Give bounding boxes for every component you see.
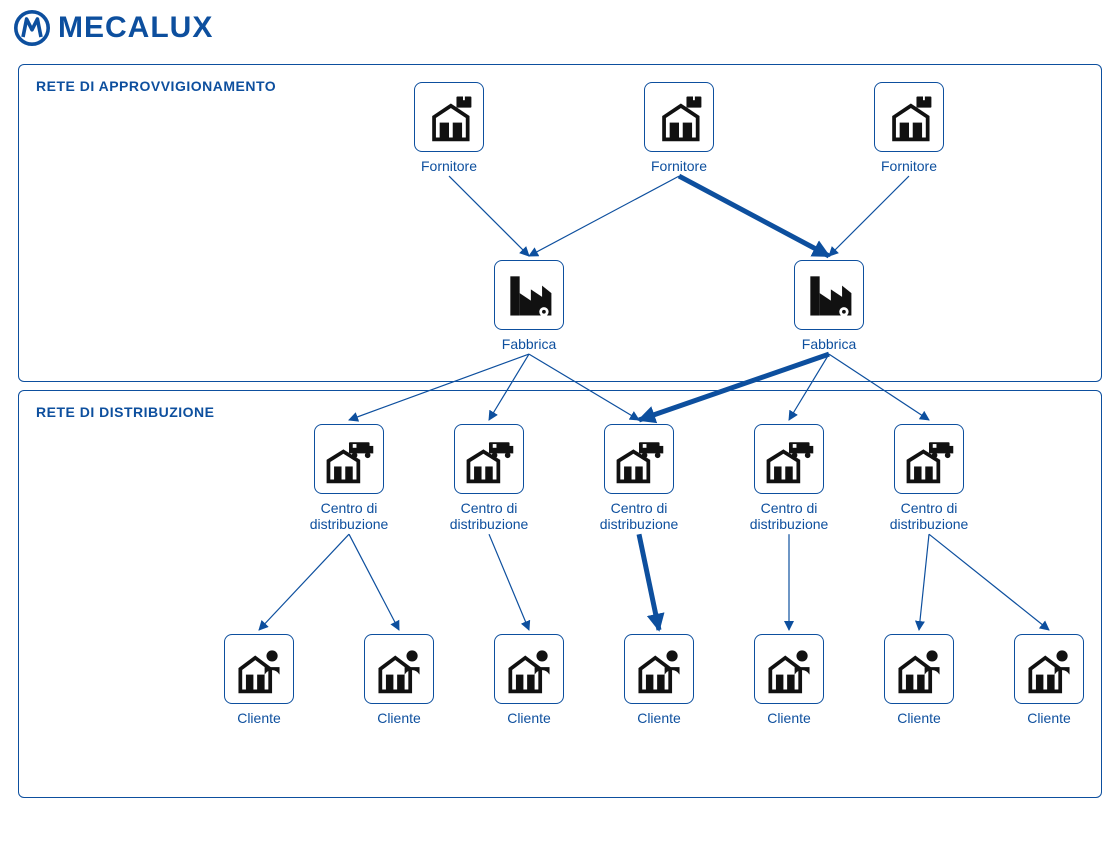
- node-factory: Fabbrica: [490, 260, 568, 352]
- node-client: Cliente: [220, 634, 298, 726]
- dc-icon: [314, 424, 384, 494]
- node-dc: Centro di distribuzione: [750, 424, 828, 532]
- node-label: Cliente: [507, 710, 551, 726]
- node-client: Cliente: [490, 634, 568, 726]
- supplier-icon: [644, 82, 714, 152]
- node-client: Cliente: [1010, 634, 1088, 726]
- supply-chain-diagram: RETE DI APPROVVIGIONAMENTO RETE DI DISTRI…: [10, 64, 1110, 798]
- client-icon: [754, 634, 824, 704]
- brand-logo: MECALUX: [10, 10, 1110, 46]
- supplier-icon: [874, 82, 944, 152]
- factory-icon: [494, 260, 564, 330]
- dc-icon: [454, 424, 524, 494]
- client-icon: [1014, 634, 1084, 704]
- node-factory: Fabbrica: [790, 260, 868, 352]
- supplier-icon: [414, 82, 484, 152]
- node-label: Fabbrica: [802, 336, 856, 352]
- node-client: Cliente: [880, 634, 958, 726]
- node-label: Fornitore: [421, 158, 477, 174]
- node-dc: Centro di distribuzione: [600, 424, 678, 532]
- dc-icon: [754, 424, 824, 494]
- node-label: Cliente: [637, 710, 681, 726]
- node-dc: Centro di distribuzione: [890, 424, 968, 532]
- node-dc: Centro di distribuzione: [450, 424, 528, 532]
- node-label: Centro di distribuzione: [450, 500, 529, 532]
- dc-icon: [894, 424, 964, 494]
- client-icon: [364, 634, 434, 704]
- node-supplier: Fornitore: [410, 82, 488, 174]
- section-title: RETE DI APPROVVIGIONAMENTO: [36, 78, 276, 94]
- client-icon: [224, 634, 294, 704]
- brand-mark-icon: [14, 10, 50, 46]
- node-label: Cliente: [897, 710, 941, 726]
- node-label: Fornitore: [881, 158, 937, 174]
- client-icon: [494, 634, 564, 704]
- node-label: Cliente: [237, 710, 281, 726]
- brand-name: MECALUX: [58, 11, 213, 45]
- node-label: Centro di distribuzione: [750, 500, 829, 532]
- client-icon: [624, 634, 694, 704]
- node-label: Centro di distribuzione: [890, 500, 969, 532]
- section-title: RETE DI DISTRIBUZIONE: [36, 404, 215, 420]
- node-supplier: Fornitore: [640, 82, 718, 174]
- node-client: Cliente: [620, 634, 698, 726]
- node-dc: Centro di distribuzione: [310, 424, 388, 532]
- node-client: Cliente: [750, 634, 828, 726]
- node-label: Fornitore: [651, 158, 707, 174]
- node-client: Cliente: [360, 634, 438, 726]
- node-label: Centro di distribuzione: [310, 500, 389, 532]
- node-supplier: Fornitore: [870, 82, 948, 174]
- dc-icon: [604, 424, 674, 494]
- node-label: Fabbrica: [502, 336, 556, 352]
- node-label: Cliente: [1027, 710, 1071, 726]
- node-label: Cliente: [767, 710, 811, 726]
- node-label: Cliente: [377, 710, 421, 726]
- client-icon: [884, 634, 954, 704]
- factory-icon: [794, 260, 864, 330]
- node-label: Centro di distribuzione: [600, 500, 679, 532]
